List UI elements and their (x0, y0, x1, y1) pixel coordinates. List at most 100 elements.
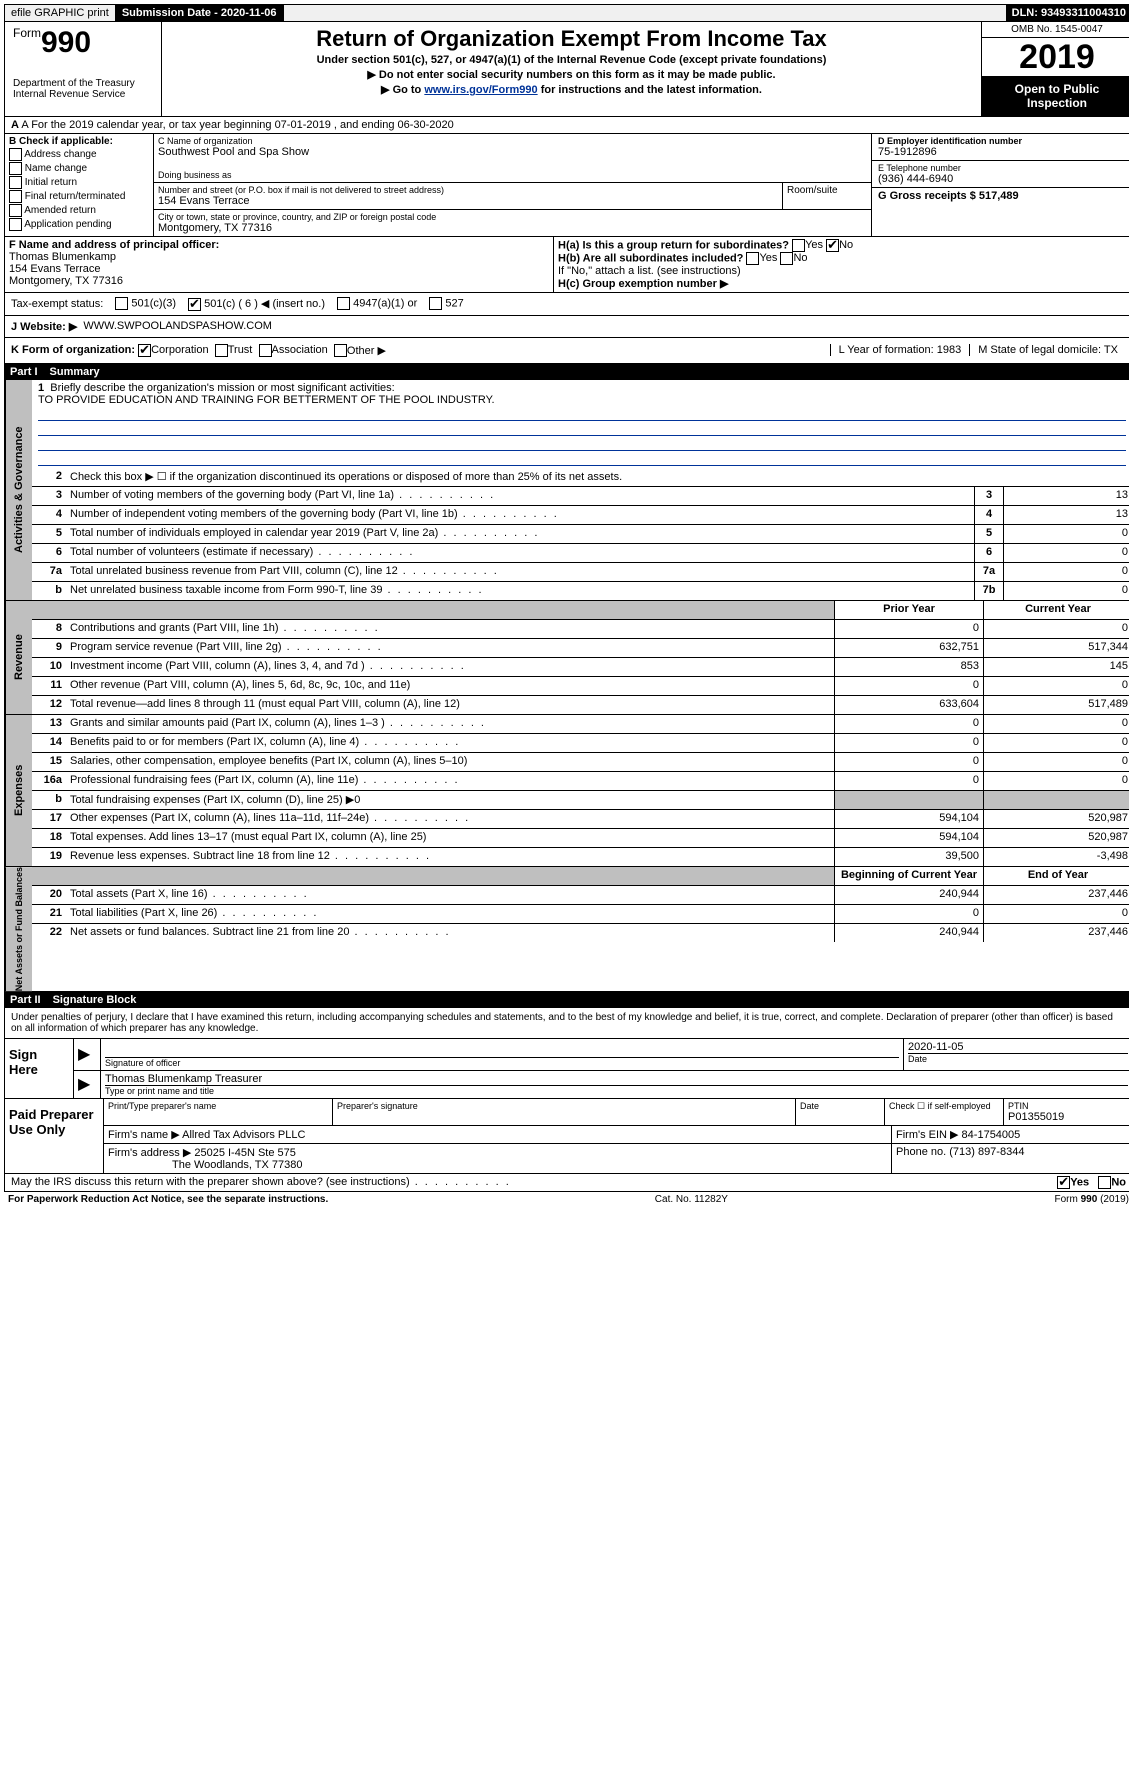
form-title: Return of Organization Exempt From Incom… (166, 26, 977, 52)
instructions-link[interactable]: www.irs.gov/Form990 (424, 84, 537, 96)
tax-year: 2019 (982, 38, 1129, 76)
sign-here-section: Sign Here ▶ Signature of officer 2020-11… (4, 1039, 1129, 1099)
row-klm: K Form of organization: Corporation Trus… (4, 338, 1129, 364)
firm-addr2: The Woodlands, TX 77380 (172, 1159, 302, 1171)
discuss-text: May the IRS discuss this return with the… (11, 1176, 1057, 1189)
org-name: Southwest Pool and Spa Show (158, 146, 867, 158)
cb-amended[interactable] (9, 204, 22, 217)
cb-4947[interactable] (337, 297, 350, 310)
prep-self-emp: Check ☐ if self-employed (885, 1099, 1004, 1125)
section-governance: Activities & Governance 1 Briefly descri… (4, 380, 1129, 601)
dln: DLN: 93493311004310 (1006, 5, 1129, 21)
section-revenue: Revenue Prior YearCurrent Year 8Contribu… (4, 601, 1129, 715)
col-end-year: End of Year (983, 867, 1129, 885)
firm-phone: Phone no. (713) 897-8344 (892, 1144, 1129, 1173)
l10-desc: Investment income (Part VIII, column (A)… (66, 658, 834, 676)
l11-desc: Other revenue (Part VIII, column (A), li… (66, 677, 834, 695)
irs-label: Internal Revenue Service (13, 89, 153, 100)
cb-ha-no[interactable] (826, 239, 839, 252)
firm-addr1: 25025 I-45N Ste 575 (194, 1147, 296, 1159)
cb-final-return[interactable] (9, 190, 22, 203)
col-current-year: Current Year (983, 601, 1129, 619)
cb-association[interactable] (259, 344, 272, 357)
officer-addr2: Montgomery, TX 77316 (9, 275, 123, 287)
phone-label: E Telephone number (878, 163, 1126, 173)
sig-arrow-icon-2: ▶ (74, 1071, 101, 1098)
efile-label[interactable]: efile GRAPHIC print (5, 5, 116, 21)
sig-officer-label: Signature of officer (105, 1057, 899, 1068)
top-bar: efile GRAPHIC print Submission Date - 20… (4, 4, 1129, 22)
discuss-row: May the IRS discuss this return with the… (4, 1174, 1129, 1192)
col-b-checkboxes: B Check if applicable: Address change Na… (5, 134, 154, 236)
cb-hb-no[interactable] (780, 252, 793, 265)
section-expenses: Expenses 13Grants and similar amounts pa… (4, 715, 1129, 867)
ha-label: H(a) Is this a group return for subordin… (558, 239, 789, 251)
l8-desc: Contributions and grants (Part VIII, lin… (66, 620, 834, 638)
name-label: C Name of organization (158, 136, 867, 146)
col-begin-year: Beginning of Current Year (834, 867, 983, 885)
cb-ha-yes[interactable] (792, 239, 805, 252)
footer-mid: Cat. No. 11282Y (655, 1194, 728, 1205)
hb-note: If "No," attach a list. (see instruction… (558, 265, 1128, 277)
open-public-1: Open to Public (1015, 82, 1100, 96)
cb-501c3[interactable] (115, 297, 128, 310)
sig-name: Thomas Blumenkamp Treasurer (105, 1073, 1128, 1085)
footer-right: Form 990 (2019) (1055, 1194, 1129, 1205)
l3-val: 13 (1003, 487, 1129, 505)
l9-desc: Program service revenue (Part VIII, line… (66, 639, 834, 657)
sig-arrow-icon: ▶ (74, 1039, 101, 1070)
dept-treasury: Department of the Treasury (13, 78, 153, 89)
form-number: 990 (41, 26, 91, 59)
website-label: J Website: ▶ (11, 320, 77, 333)
city-label: City or town, state or province, country… (158, 212, 867, 222)
paid-preparer-section: Paid Preparer Use Only Print/Type prepar… (4, 1099, 1129, 1174)
subtitle-2: Do not enter social security numbers on … (166, 68, 977, 81)
vert-revenue: Revenue (5, 601, 32, 714)
k-label: K Form of organization: (11, 344, 135, 356)
col-prior-year: Prior Year (834, 601, 983, 619)
l2-desc: Check this box ▶ ☐ if the organization d… (66, 468, 1129, 486)
l5-desc: Total number of individuals employed in … (66, 525, 974, 543)
l3-desc: Number of voting members of the governin… (66, 487, 974, 505)
cb-trust[interactable] (215, 344, 228, 357)
prep-name-label: Print/Type preparer's name (104, 1099, 333, 1125)
prep-date-label: Date (796, 1099, 885, 1125)
prep-sig-label: Preparer's signature (333, 1099, 796, 1125)
officer-addr1: 154 Evans Terrace (9, 263, 101, 275)
l6-val: 0 (1003, 544, 1129, 562)
sign-here-label: Sign Here (5, 1039, 74, 1098)
officer-label: F Name and address of principal officer: (9, 239, 219, 251)
l16b-desc: Total fundraising expenses (Part IX, col… (66, 791, 834, 809)
l-year-formation: L Year of formation: 1983 (830, 344, 970, 356)
submission-date: Submission Date - 2020-11-06 (116, 5, 284, 21)
cb-hb-yes[interactable] (746, 252, 759, 265)
cb-527[interactable] (429, 297, 442, 310)
firm-addr-label: Firm's address ▶ (108, 1147, 191, 1159)
ptin-value: P01355019 (1008, 1111, 1128, 1123)
cb-application-pending[interactable] (9, 218, 22, 231)
form-word: Form (13, 26, 41, 40)
gross-receipts: G Gross receipts $ 517,489 (878, 190, 1019, 202)
website-url: WWW.SWPOOLANDSPASHOW.COM (83, 320, 272, 333)
cb-other[interactable] (334, 344, 347, 357)
sig-date-label: Date (908, 1053, 1128, 1064)
l6-desc: Total number of volunteers (estimate if … (66, 544, 974, 562)
cb-name-change[interactable] (9, 162, 22, 175)
dba-label: Doing business as (158, 170, 867, 180)
omb-number: OMB No. 1545-0047 (982, 22, 1129, 38)
cb-initial-return[interactable] (9, 176, 22, 189)
sig-date: 2020-11-05 (908, 1041, 1128, 1053)
cb-discuss-yes[interactable] (1057, 1176, 1070, 1189)
firm-name-label: Firm's name ▶ (108, 1129, 180, 1141)
cb-discuss-no[interactable] (1098, 1176, 1111, 1189)
l7b-val: 0 (1003, 582, 1129, 600)
cb-501c[interactable] (188, 298, 201, 311)
subtitle-3: Go to www.irs.gov/Form990 for instructio… (166, 83, 977, 96)
room-suite-label: Room/suite (782, 183, 871, 209)
form-header: Form990 Department of the Treasury Inter… (4, 22, 1129, 117)
firm-ein: Firm's EIN ▶ 84-1754005 (892, 1126, 1129, 1143)
cb-corporation[interactable] (138, 344, 151, 357)
cb-address-change[interactable] (9, 148, 22, 161)
l7a-val: 0 (1003, 563, 1129, 581)
l7b-desc: Net unrelated business taxable income fr… (66, 582, 974, 600)
